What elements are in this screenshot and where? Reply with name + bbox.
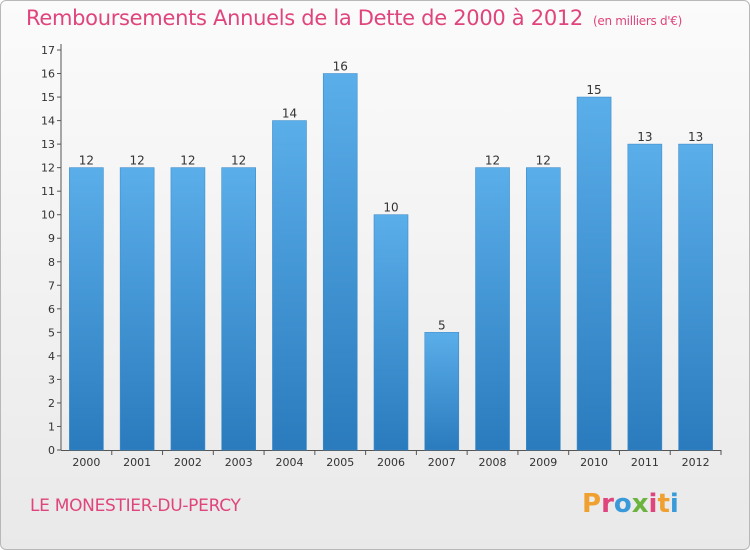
data-label: 10: [383, 201, 398, 215]
y-tick-label: 12: [41, 162, 55, 175]
y-tick-label: 15: [41, 91, 55, 104]
y-tick-label: 13: [41, 138, 55, 151]
x-tick-label: 2003: [225, 456, 253, 469]
data-label: 12: [180, 154, 195, 168]
data-label: 14: [282, 107, 297, 121]
x-tick-label: 2002: [174, 456, 202, 469]
y-tick-label: 8: [48, 256, 55, 269]
y-tick-label: 9: [48, 232, 55, 245]
x-tick-label: 2005: [326, 456, 354, 469]
bar-2005: [322, 73, 358, 451]
logo-letter: r: [601, 489, 614, 519]
bar-2007: [424, 332, 460, 451]
chart-labels: 12 2000 12 2001 12 2002 12 2003 14 2004 16 2005 10 20…: [72, 60, 709, 469]
y-tick-label: 0: [48, 444, 55, 457]
x-tick-label: 2006: [377, 456, 405, 469]
data-label: 5: [438, 318, 446, 332]
proxiti-logo: Proxiti: [582, 489, 679, 519]
x-tick-label: 2012: [682, 456, 710, 469]
y-tick-label: 5: [48, 326, 55, 339]
chart-unit: (en milliers d'€): [593, 14, 683, 28]
bar-2010: [576, 96, 612, 451]
chart-title-text: Remboursements Annuels de la Dette de 20…: [26, 6, 583, 30]
data-label: 12: [79, 154, 94, 168]
x-tick-label: 2008: [479, 456, 507, 469]
y-tick-label: 10: [41, 209, 55, 222]
y-tick-label: 1: [48, 420, 55, 433]
logo-letter: x: [631, 489, 649, 519]
logo-letter: i: [669, 489, 679, 519]
x-tick-label: 2004: [275, 456, 303, 469]
data-label: 13: [688, 130, 703, 144]
bar-2001: [119, 167, 155, 451]
bar-2008: [475, 167, 510, 451]
bar-2000: [69, 167, 104, 451]
x-tick-label: 2009: [529, 456, 557, 469]
bar-2006: [373, 214, 409, 451]
y-tick-label: 16: [41, 68, 55, 81]
y-tick-label: 14: [41, 115, 55, 128]
bar-2004: [272, 120, 307, 451]
x-tick-label: 2000: [72, 456, 100, 469]
data-label: 12: [130, 154, 145, 168]
data-label: 16: [333, 60, 348, 74]
data-label: 13: [637, 130, 652, 144]
x-tick-label: 2007: [428, 456, 456, 469]
bar-2012: [678, 143, 713, 451]
logo-letter: i: [648, 489, 658, 519]
y-tick-label: 11: [41, 185, 55, 198]
y-tick-label: 4: [48, 350, 55, 363]
x-tick-label: 2010: [580, 456, 608, 469]
bar-2003: [221, 167, 256, 451]
chart-title: Remboursements Annuels de la Dette de 20…: [26, 6, 682, 30]
data-label: 12: [485, 154, 500, 168]
y-tick-label: 6: [48, 303, 55, 316]
logo-letter: t: [657, 489, 670, 519]
chart-bars: [69, 73, 713, 451]
commune-name: LE MONESTIER-DU-PERCY: [30, 496, 241, 516]
bar-2009: [526, 167, 561, 451]
y-tick-label: 3: [48, 373, 55, 386]
data-label: 12: [231, 154, 246, 168]
bar-2011: [627, 143, 663, 451]
y-tick-label: 2: [48, 397, 55, 410]
data-label: 15: [586, 83, 601, 97]
data-label: 12: [536, 154, 551, 168]
logo-letter: o: [613, 489, 632, 519]
x-tick-label: 2001: [123, 456, 151, 469]
x-tick-label: 2011: [631, 456, 659, 469]
logo-letter: P: [582, 489, 602, 519]
y-tick-label: 7: [48, 279, 55, 292]
bar-2002: [170, 167, 206, 451]
y-tick-label: 17: [41, 44, 55, 57]
